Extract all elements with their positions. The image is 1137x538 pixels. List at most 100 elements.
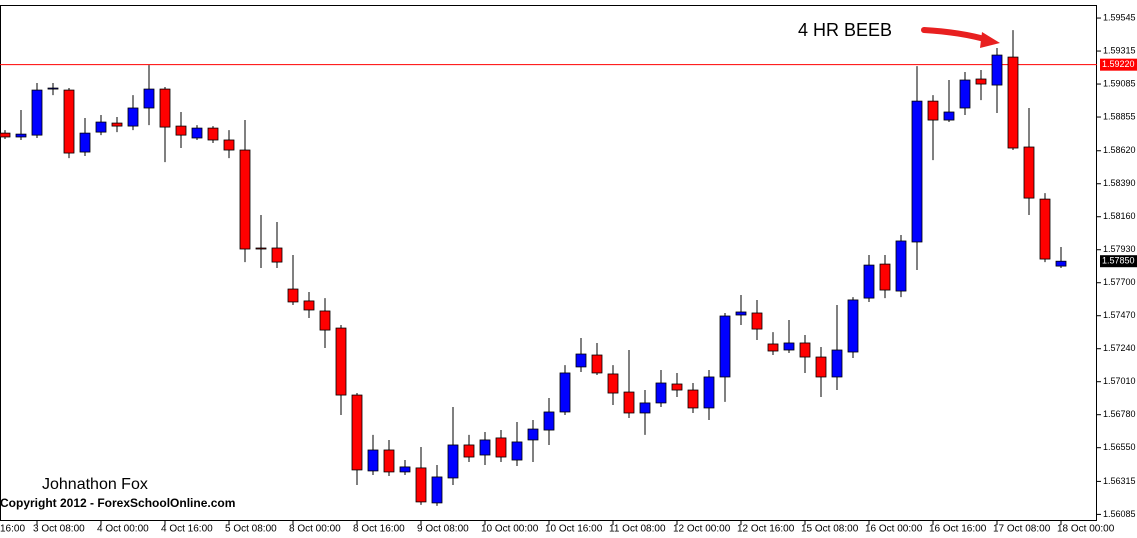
candle-body [191,127,203,139]
candle-body [959,79,971,109]
x-tick-label: 16:00 [0,524,25,535]
candle-body [95,121,107,133]
x-tick-label: 9 Oct 08:00 [417,524,469,535]
y-tick-label: 1.58855 [1103,111,1136,121]
x-tick-label: 17 Oct 08:00 [993,524,1051,535]
candle-body [687,389,699,409]
candle-body [447,444,459,479]
candle-body [479,439,491,456]
x-tick-label: 15 Oct 08:00 [801,524,859,535]
y-tick-label: 1.59545 [1103,12,1136,22]
y-tick-label: 1.59315 [1103,45,1136,55]
x-tick-label: 16 Oct 00:00 [865,524,923,535]
x-tick-label: 8 Oct 00:00 [289,524,341,535]
candle-body [351,394,363,471]
candle-body [623,391,635,414]
candle-body [127,107,139,127]
candle-body [991,54,1003,86]
y-tick-label: 1.56315 [1103,476,1136,486]
candle-body [527,428,539,441]
candle-body [159,88,171,128]
candle-body [319,310,331,331]
candle-body [383,449,395,473]
candle-body [1007,56,1019,149]
candle-body [1055,260,1067,267]
candle-body [927,100,939,121]
candle-body [895,240,907,292]
x-tick-label: 10 Oct 00:00 [481,524,539,535]
candle-body [335,327,347,396]
x-tick-label: 12 Oct 00:00 [673,524,731,535]
last-price-tag [1100,255,1137,268]
candle-body [495,437,507,458]
y-tick-label: 1.58160 [1103,211,1136,221]
candle-body [1023,146,1035,199]
candle-body [63,89,75,154]
candle-body [639,402,651,414]
candle-body [943,111,955,121]
y-tick-label: 1.57010 [1103,376,1136,386]
candle-body [575,353,587,368]
x-tick-label: 3 Oct 08:00 [33,524,85,535]
price-tag [1100,58,1137,71]
arrow-head [980,32,1000,48]
candle-body [847,299,859,353]
candle-body [511,441,523,461]
last-price-label: 1.57850 [1102,256,1135,266]
y-tick-label: 1.56550 [1103,442,1136,452]
candle-body [79,132,91,153]
x-tick-label: 4 Oct 00:00 [97,524,149,535]
candle-body [783,342,795,351]
x-tick-label: 8 Oct 16:00 [353,524,405,535]
candle-body [703,376,715,409]
candle-body [975,78,987,85]
price-tag-label: 1.59220 [1102,59,1135,69]
candle-body [767,343,779,352]
y-tick-label: 1.57240 [1103,343,1136,353]
candle-body [463,444,475,458]
candle-body [0,132,11,138]
candle-body [415,467,427,503]
x-tick-label: 16 Oct 16:00 [929,524,987,535]
candle-body [815,356,827,378]
y-tick-label: 1.58390 [1103,178,1136,188]
candle-body [15,133,27,138]
candle-body [591,354,603,374]
annotation: 4 HR BEEB [798,20,892,40]
candle-body [751,312,763,330]
candle-body [255,247,267,250]
plot-border [0,5,1097,521]
candle-body [559,372,571,413]
author: Johnathon Fox [42,476,148,493]
candle-body [543,411,555,431]
candle-body [911,100,923,243]
candle-body [655,382,667,404]
x-tick-label: 4 Oct 16:00 [161,524,213,535]
candle-body [431,476,443,504]
candle-body [399,466,411,473]
candle-body [831,349,843,378]
candle-body [47,87,59,90]
candle-body [671,383,683,391]
candle-body [879,263,891,291]
candle-body [303,300,315,311]
y-tick-label: 1.57930 [1103,244,1136,254]
y-tick-label: 1.57700 [1103,277,1136,287]
x-tick-label: 10 Oct 16:00 [545,524,603,535]
candle-body [175,125,187,136]
x-tick-label: 5 Oct 08:00 [225,524,277,535]
candle-body [799,342,811,358]
candle-body [367,449,379,472]
candle-body [31,89,43,136]
candle-body [111,122,123,127]
candle-body [1039,198,1051,260]
y-tick-label: 1.57470 [1103,310,1136,320]
candle-body [735,311,747,316]
copyright: Copyright 2012 - ForexSchoolOnline.com [0,496,235,510]
candle-body [207,127,219,141]
candle-body [223,139,235,151]
candle-body [143,88,155,109]
y-tick-label: 1.56780 [1103,409,1136,419]
